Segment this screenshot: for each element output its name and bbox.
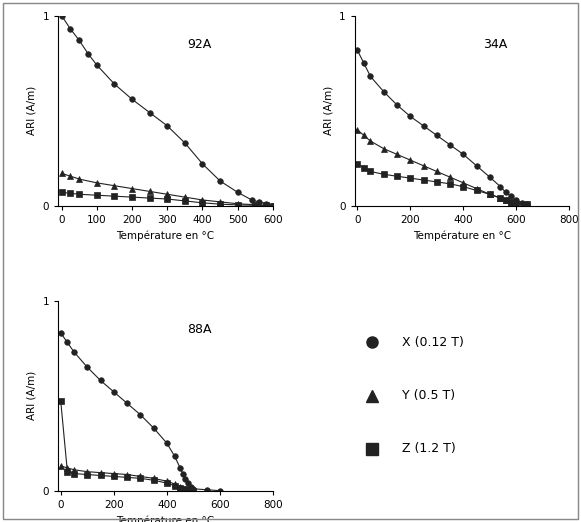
Text: 92A: 92A xyxy=(187,39,211,52)
Text: 88A: 88A xyxy=(187,324,211,337)
X-axis label: Température en °C: Température en °C xyxy=(413,230,511,241)
Y-axis label: ARI (A/m): ARI (A/m) xyxy=(324,86,333,135)
Y-axis label: ARI (A/m): ARI (A/m) xyxy=(27,86,37,135)
Y-axis label: ARI (A/m): ARI (A/m) xyxy=(27,371,37,420)
Text: 34A: 34A xyxy=(483,39,508,52)
Text: X (0.12 T): X (0.12 T) xyxy=(402,336,464,349)
X-axis label: Température en °C: Température en °C xyxy=(116,230,214,241)
X-axis label: Température en °C: Température en °C xyxy=(116,515,214,522)
Text: Z (1.2 T): Z (1.2 T) xyxy=(402,442,456,455)
Text: Y (0.5 T): Y (0.5 T) xyxy=(402,389,455,402)
